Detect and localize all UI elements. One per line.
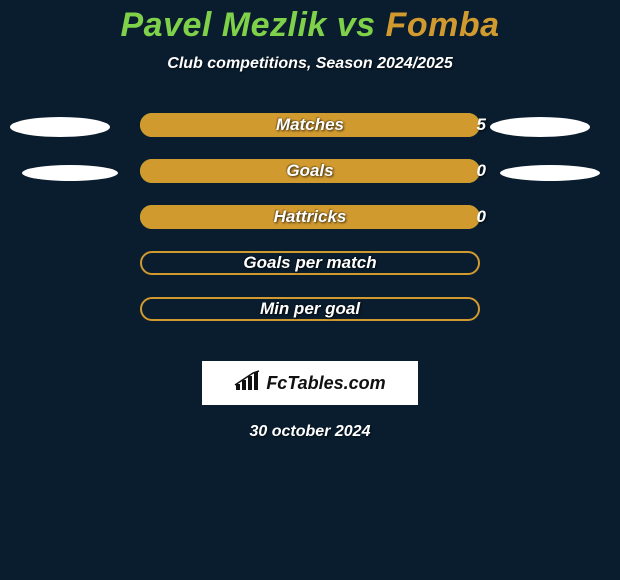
stat-row: Matches5 (0, 113, 620, 159)
placeholder-ellipse-left (10, 117, 110, 137)
stat-label: Matches (140, 113, 480, 137)
stat-label: Goals per match (140, 251, 480, 275)
subtitle: Club competitions, Season 2024/2025 (0, 55, 620, 73)
stats-rows: Matches5Goals0Hattricks0Goals per matchM… (0, 113, 620, 343)
stat-label: Min per goal (140, 297, 480, 321)
brand-box: FcTables.com (202, 361, 418, 405)
date-text: 30 october 2024 (0, 423, 620, 441)
placeholder-ellipse-right (490, 117, 590, 137)
stat-row: Min per goal (0, 297, 620, 343)
barchart-icon (234, 370, 260, 397)
player2-name: Fomba (386, 6, 500, 44)
comparison-infographic: Pavel Mezlik vs Fomba Club competitions,… (0, 0, 620, 580)
placeholder-ellipse-left (22, 165, 118, 181)
vs-text: vs (327, 6, 386, 44)
stat-value: 0 (456, 159, 486, 183)
player1-name: Pavel Mezlik (120, 6, 326, 44)
brand-text: FcTables.com (266, 373, 385, 394)
stat-row: Goals per match (0, 251, 620, 297)
stat-value: 0 (456, 205, 486, 229)
stat-row: Goals0 (0, 159, 620, 205)
placeholder-ellipse-right (500, 165, 600, 181)
page-title: Pavel Mezlik vs Fomba (0, 0, 620, 45)
stat-label: Goals (140, 159, 480, 183)
stat-label: Hattricks (140, 205, 480, 229)
stat-value: 5 (456, 113, 486, 137)
stat-row: Hattricks0 (0, 205, 620, 251)
